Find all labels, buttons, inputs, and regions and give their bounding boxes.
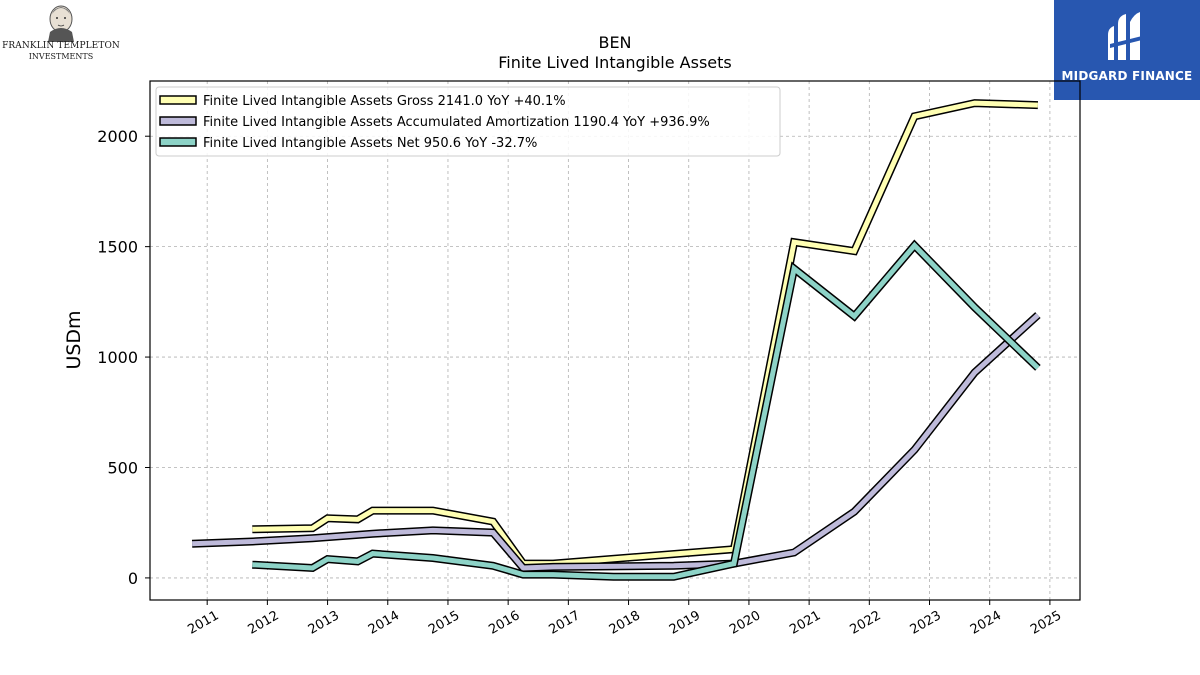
grid	[150, 81, 1080, 600]
legend: Finite Lived Intangible Assets Gross 214…	[155, 86, 781, 157]
plot-frame	[149, 80, 1081, 601]
franklin-templeton-logo: FRANKLIN TEMPLETON INVESTMENTS	[0, 0, 122, 66]
x-tick-label: 2017	[547, 608, 583, 638]
x-tick-label: 2024	[968, 608, 1004, 638]
legend-box	[155, 86, 781, 157]
y-tick-label: 500	[107, 458, 138, 477]
y-axis-label: USDm	[63, 310, 85, 369]
series-outline-2	[191, 312, 1041, 573]
x-tick-label: 2012	[246, 608, 282, 638]
legend-swatch-3	[159, 137, 197, 147]
franklin-logo-line1: FRANKLIN TEMPLETON	[2, 41, 120, 51]
y-tick-label: 0	[128, 569, 138, 588]
legend-swatch-1	[159, 95, 197, 105]
series-line-3	[252, 241, 1040, 580]
chart-subtitle: Finite Lived Intangible Assets	[498, 53, 731, 72]
legend-label-1: Finite Lived Intangible Assets Gross 214…	[203, 94, 566, 109]
x-tick-label: 2019	[667, 608, 703, 638]
x-tick-label: 2014	[366, 608, 402, 638]
midgard-emblem-icon	[1108, 12, 1142, 60]
series-outline-3	[252, 239, 1041, 581]
midgard-brand-text: MIDGARD FINANCE	[1061, 69, 1193, 83]
x-tick-label: 2022	[847, 608, 883, 638]
legend-label-3: Finite Lived Intangible Assets Net 950.6…	[203, 136, 537, 151]
x-tick-label: 2016	[486, 608, 522, 638]
x-tick-label: 2023	[908, 608, 944, 638]
x-tick-label: 2013	[306, 608, 342, 638]
x-tick-label: 2015	[426, 608, 462, 638]
y-tick-label: 1000	[97, 348, 138, 367]
legend-swatch-2	[159, 116, 197, 126]
x-tick-label: 2011	[185, 608, 221, 638]
midgard-finance-logo: MIDGARD FINANCE	[1054, 0, 1200, 100]
x-tick-label: 2025	[1028, 608, 1064, 638]
legend-label-2: Finite Lived Intangible Assets Accumulat…	[203, 115, 710, 130]
series-outline-1	[252, 99, 1039, 568]
y-tick-label: 1500	[97, 238, 138, 257]
x-tick-label: 2020	[727, 608, 763, 638]
y-tick-label: 2000	[97, 127, 138, 146]
chart-title: BEN	[598, 33, 631, 52]
x-tick-label: 2021	[787, 608, 823, 638]
series-lines	[191, 99, 1041, 581]
series-line-2	[192, 313, 1040, 571]
franklin-logo-line2: INVESTMENTS	[28, 52, 94, 61]
franklin-portrait-icon	[48, 5, 74, 42]
series-line-1	[252, 100, 1038, 567]
x-tick-label: 2018	[607, 608, 643, 638]
